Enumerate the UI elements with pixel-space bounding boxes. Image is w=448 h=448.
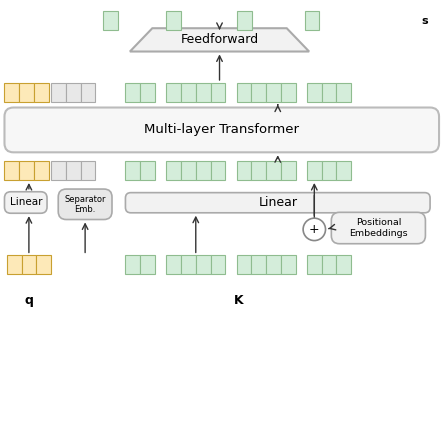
Bar [281,83,296,102]
Bar [81,161,95,180]
FancyBboxPatch shape [125,193,430,213]
Polygon shape [130,28,309,52]
Bar [140,255,155,274]
Bar [181,83,196,102]
Bar [4,83,19,102]
Bar [211,83,225,102]
Bar [305,11,319,30]
Bar [196,83,211,102]
Bar [266,255,281,274]
Bar [22,255,36,274]
Bar [196,161,211,180]
Bar [307,255,322,274]
Bar [307,161,322,180]
FancyBboxPatch shape [58,189,112,220]
Bar [266,161,281,180]
Text: Separator
Emb.: Separator Emb. [65,194,106,214]
Bar [125,255,140,274]
Bar [307,83,322,102]
Text: s: s [421,16,428,26]
Bar [336,83,351,102]
Bar [166,161,181,180]
Text: Linear: Linear [9,198,42,207]
FancyBboxPatch shape [332,212,426,244]
Bar [19,83,34,102]
Bar [34,83,49,102]
Text: Positional
Embeddings: Positional Embeddings [349,218,408,238]
Bar [166,83,181,102]
Bar [19,161,34,180]
Bar [181,161,196,180]
Bar [181,255,196,274]
Bar [103,11,118,30]
Bar [251,161,266,180]
Text: +: + [309,223,319,236]
Bar [251,255,266,274]
Bar [66,83,81,102]
Bar [266,83,281,102]
Bar [66,161,81,180]
Bar [140,161,155,180]
Bar [51,161,66,180]
Bar [125,83,140,102]
Bar [166,11,181,30]
Bar [211,161,225,180]
Text: Multi-layer Transformer: Multi-layer Transformer [144,123,299,137]
Text: Linear: Linear [258,196,297,209]
Bar [166,255,181,274]
Bar [196,255,211,274]
Bar [125,161,140,180]
FancyBboxPatch shape [4,192,47,213]
Bar [251,83,266,102]
Bar [237,255,251,274]
Bar [281,255,296,274]
Bar [237,11,252,30]
Text: q: q [25,293,33,307]
Bar [281,161,296,180]
Circle shape [303,218,326,241]
Text: Feedforward: Feedforward [181,33,258,47]
Bar [211,255,225,274]
Bar [36,255,51,274]
Text: K: K [233,293,243,307]
Bar [237,161,251,180]
Bar [4,161,19,180]
Bar [336,161,351,180]
Bar [7,255,22,274]
FancyBboxPatch shape [4,108,439,152]
Bar [81,83,95,102]
Bar [322,255,336,274]
Bar [336,255,351,274]
Bar [322,83,336,102]
Bar [51,83,66,102]
Bar [237,83,251,102]
Bar [322,161,336,180]
Bar [140,83,155,102]
Bar [34,161,49,180]
